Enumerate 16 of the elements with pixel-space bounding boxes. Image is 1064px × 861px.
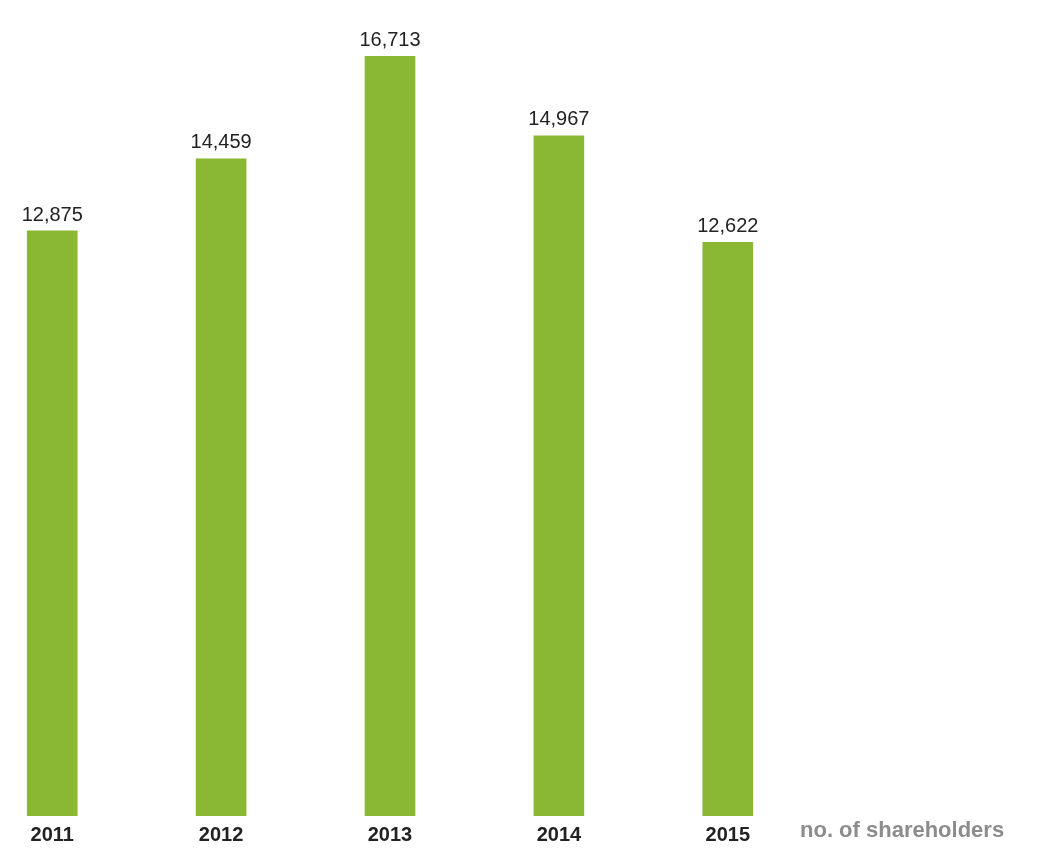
x-tick-label: 2015	[705, 822, 751, 845]
data-label: 14,967	[528, 107, 590, 130]
bar	[702, 242, 754, 816]
bar	[533, 135, 585, 816]
data-label: 12,622	[697, 214, 759, 237]
bar	[364, 56, 416, 816]
x-tick-label: 2012	[198, 822, 244, 845]
text: no. of shareholders	[800, 817, 1005, 842]
bar	[195, 158, 247, 816]
x-tick-label: 2014	[536, 822, 583, 845]
x-tick-label: 2013	[367, 822, 413, 845]
data-label: 14,459	[190, 130, 252, 153]
data-label: 12,875	[21, 202, 83, 225]
x-tick-label: 2011	[30, 822, 74, 845]
bar	[26, 230, 78, 816]
data-label: 16,713	[359, 28, 421, 50]
